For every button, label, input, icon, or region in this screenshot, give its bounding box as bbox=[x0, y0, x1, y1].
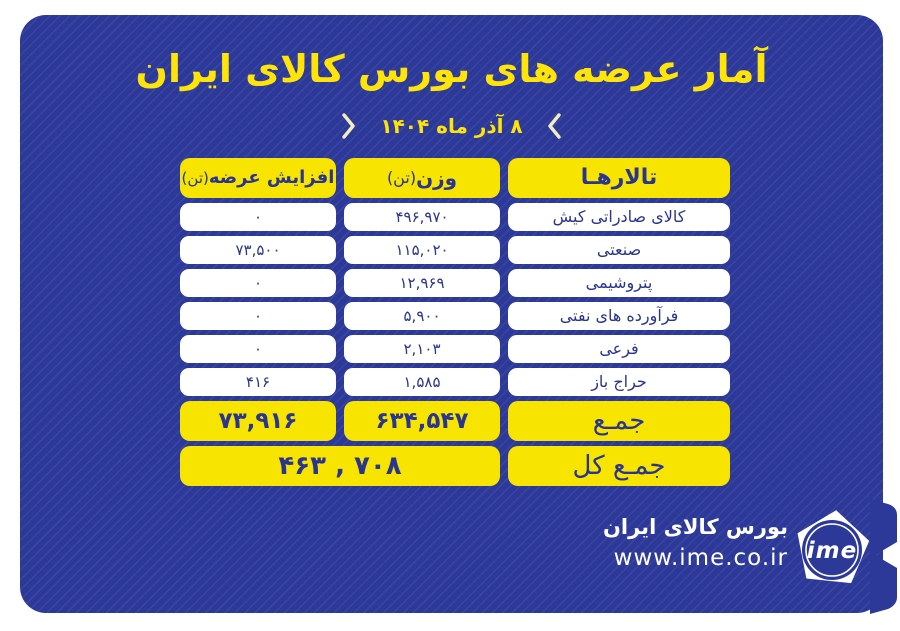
ribbon-notch bbox=[870, 499, 897, 614]
column-header-increase-unit: (تن) bbox=[181, 168, 209, 187]
weight-value-cell: ۴۹۶,۹۷۰ bbox=[344, 203, 500, 231]
hall-name-cell: پتروشیمی bbox=[508, 269, 730, 297]
footer-brand: بورس کالای ایران www.ime.co.ir bbox=[568, 512, 788, 574]
date-label: ۸ آذر ماه ۱۴۰۴ bbox=[380, 114, 523, 138]
weight-value-cell: ۱,۵۸۵ bbox=[344, 368, 500, 396]
total-label-cell: جمـع bbox=[508, 401, 730, 441]
column-header-increase-label: افزایش عرضه bbox=[208, 167, 335, 188]
hall-name-cell: صنعتی bbox=[508, 236, 730, 264]
date-row: ۸ آذر ماه ۱۴۰۴ bbox=[20, 110, 883, 142]
grand-total-value-cell: ۷۰۸ , ۴۶۳ bbox=[180, 446, 500, 486]
hall-name-cell: فرآورده های نفتی bbox=[508, 302, 730, 330]
chevron-right-icon bbox=[342, 113, 356, 139]
increase-value-cell: ۰ bbox=[180, 302, 336, 330]
total-weight-cell: ۶۳۴,۵۴۷ bbox=[344, 401, 500, 441]
increase-value-cell: ۷۳,۵۰۰ bbox=[180, 236, 336, 264]
weight-value-cell: ۲,۱۰۳ bbox=[344, 335, 500, 363]
column-header-halls: تالارهـا bbox=[508, 158, 730, 198]
grand-total-label-cell: جمـع کل bbox=[508, 446, 730, 486]
offers-table: تالارهـا وزن (تن) افزایش عرضه (تن) کالای ص… bbox=[180, 158, 730, 486]
increase-value-cell: ۴۱۶ bbox=[180, 368, 336, 396]
hall-name-cell: کالای صادراتی کیش bbox=[508, 203, 730, 231]
hall-name-cell: حراج باز bbox=[508, 368, 730, 396]
website-url: www.ime.co.ir bbox=[613, 545, 788, 571]
column-header-increase: افزایش عرضه (تن) bbox=[180, 158, 336, 198]
increase-value-cell: ۰ bbox=[180, 203, 336, 231]
hall-name-cell: فرعی bbox=[508, 335, 730, 363]
column-header-weight-unit: (تن) bbox=[386, 168, 417, 187]
column-header-weight: وزن (تن) bbox=[344, 158, 500, 198]
weight-value-cell: ۱۱۵,۰۲۰ bbox=[344, 236, 500, 264]
weight-value-cell: ۱۲,۹۶۹ bbox=[344, 269, 500, 297]
chevron-left-icon bbox=[547, 113, 561, 139]
page-title: آمار عرضه های بورس کالای ایران bbox=[135, 47, 768, 91]
increase-value-cell: ۰ bbox=[180, 335, 336, 363]
total-increase-cell: ۷۳,۹۱۶ bbox=[180, 401, 336, 441]
ime-logo-icon: ime bbox=[797, 510, 870, 584]
org-name: بورس کالای ایران bbox=[603, 515, 788, 539]
ime-logo-text: ime bbox=[807, 538, 857, 564]
weight-value-cell: ۵,۹۰۰ bbox=[344, 302, 500, 330]
increase-value-cell: ۰ bbox=[180, 269, 336, 297]
column-header-weight-label: وزن bbox=[416, 166, 458, 190]
